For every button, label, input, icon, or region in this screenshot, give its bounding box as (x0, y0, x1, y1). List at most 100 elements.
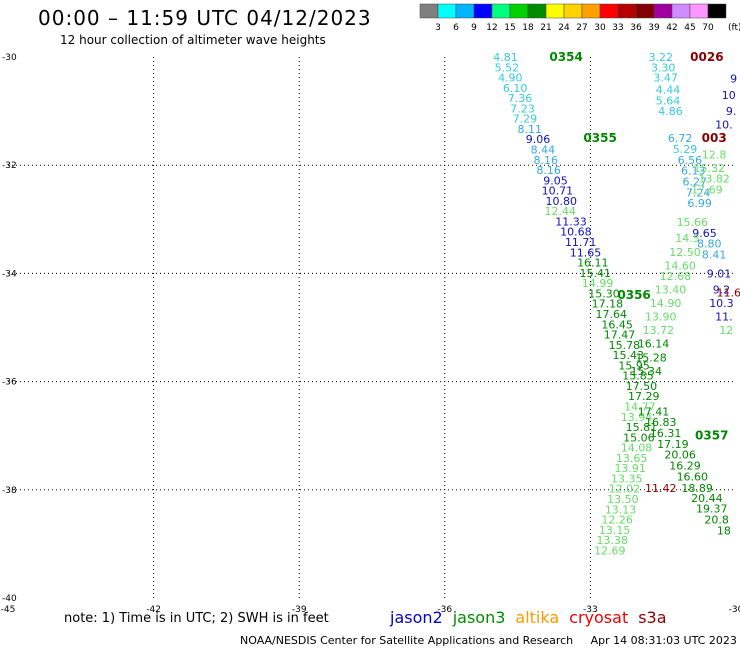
wave-height-value: 14.5 (675, 232, 700, 245)
wave-height-value: 8.16 (536, 164, 561, 177)
wave-height-value: 4.44 (656, 83, 681, 96)
wave-height-value: 4.81 (493, 51, 518, 64)
wave-height-value: 3.47 (653, 72, 678, 85)
wave-height-value: 17.64 (596, 308, 628, 321)
wave-height-value: 12.8 (702, 148, 727, 161)
wave-height-value: 16.29 (669, 459, 701, 472)
pass-time-label: 0354 (549, 50, 582, 64)
wave-height-value: 7.24 (686, 186, 711, 199)
wave-height-value: 13.13 (605, 503, 637, 516)
timestamp: Apr 14 08:31:03 UTC 2023 (590, 634, 737, 647)
wave-height-value: 3.22 (649, 51, 674, 64)
satellite-legend: jason2 jason3 altika cryosat s3a (390, 608, 677, 627)
wave-height-value: 9 (730, 73, 737, 86)
wave-height-value: 17.69 (691, 184, 723, 197)
wave-height-value: 17.18 (592, 298, 624, 311)
wave-height-value: 4.90 (498, 72, 523, 85)
wave-height-value: 16.45 (601, 318, 633, 331)
satellite-legend-jason3: jason3 (452, 608, 506, 627)
wave-height-value: 6.99 (687, 197, 712, 210)
wave-height-value: 13.91 (614, 462, 646, 475)
wave-height-value: 4.86 (658, 105, 683, 118)
wave-height-value: 11.42 (645, 482, 677, 495)
wave-height-value: 20.44 (691, 492, 723, 505)
colorbar-tick-label: 3 (435, 23, 441, 33)
wave-height-value: 12.02 (609, 483, 641, 496)
wave-height-value: 14.08 (621, 442, 653, 455)
wave-height-value: 17.47 (604, 329, 636, 342)
wave-height-value: 16.60 (677, 470, 709, 483)
colorbar-tick-label: 30 (594, 23, 606, 33)
wave-height-value: 9.65 (692, 227, 717, 240)
wave-height-value: 12 (719, 324, 733, 337)
wave-height-value: 15.30 (588, 287, 620, 300)
colorbar-tick-label: 12 (486, 23, 497, 33)
satellite-legend-cryosat: cryosat (569, 608, 629, 627)
wave-height-value: 17.41 (638, 405, 670, 418)
colorbar-tick-label: 27 (576, 23, 587, 33)
wave-height-value: 14.90 (650, 297, 682, 310)
wave-height-value: 15.32 (694, 162, 726, 175)
wave-height-value: 8.41 (702, 248, 727, 261)
page-title: 00:00 – 11:59 UTC 04/12/2023 (38, 6, 372, 30)
wave-height-value: 15.41 (580, 267, 612, 280)
wave-height-value: 13.90 (645, 311, 677, 324)
wave-height-value: 15.85 (622, 370, 654, 383)
wave-height-value: 13.65 (616, 452, 648, 465)
lat-tick-label: -32 (2, 161, 17, 171)
colorbar-unit: (ft) (728, 23, 740, 33)
wave-height-value: 13.40 (655, 284, 687, 297)
wave-height-value: 5.64 (656, 94, 681, 107)
lon-tick-label: -39 (292, 605, 307, 615)
colorbar-swatch (707, 3, 727, 19)
wave-height-value: 14.99 (582, 277, 614, 290)
colorbar-tick-label: 33 (612, 23, 623, 33)
wave-height-value: 14.60 (664, 259, 696, 272)
pass-time-label: 0356 (617, 288, 650, 302)
wave-height-value: 13.50 (607, 493, 639, 506)
wave-height-value: 13.35 (611, 472, 643, 485)
colorbar-tick-label: 42 (666, 23, 677, 33)
wave-height-value: 13.94 (621, 411, 653, 424)
wave-height-value: 8.11 (517, 123, 542, 136)
wave-height-value: 13.72 (643, 324, 675, 337)
lon-tick-label: -45 (1, 605, 16, 615)
wave-height-value: 16.31 (650, 427, 682, 440)
pass-time-label: 003 (702, 131, 727, 145)
colorbar-tick-label: 39 (648, 23, 660, 33)
wave-height-value: 13.38 (596, 534, 628, 547)
wave-height-value: 6.72 (668, 132, 693, 145)
wave-height-value: 12.69 (594, 544, 626, 557)
wave-height-value: 16.11 (577, 257, 609, 270)
satellite-legend-s3a: s3a (638, 608, 667, 627)
wave-height-value: 15.28 (635, 351, 667, 364)
wave-height-value: 15.78 (609, 339, 641, 352)
wave-height-value: 10.71 (542, 185, 574, 198)
colorbar-tick-label: 21 (540, 23, 551, 33)
wave-height-value: 12.50 (669, 246, 701, 259)
pass-time-label: 0357 (695, 429, 728, 443)
wave-height-value: 9.01 (707, 267, 732, 280)
wave-height-value: 6.13 (681, 165, 706, 178)
wave-height-value: 12.44 (545, 205, 577, 218)
wave-height-value: 10.68 (560, 226, 592, 239)
lat-tick-label: -40 (2, 594, 17, 604)
wave-height-value: 16.83 (645, 416, 677, 429)
wave-height-value: 15.66 (677, 216, 709, 229)
wave-height-value: 11.6 (716, 286, 740, 299)
footer-note: note: 1) Time is in UTC; 2) SWH is in fe… (64, 611, 329, 626)
wave-height-value: 6.10 (503, 82, 528, 95)
wave-height-value: 7.23 (510, 102, 535, 115)
wave-height-value: 11. (715, 311, 733, 324)
lon-tick-label: -42 (146, 605, 161, 615)
wave-height-value: 10.3 (709, 297, 734, 310)
wave-height-value: 17.19 (657, 438, 689, 451)
wave-height-value: 15.95 (618, 359, 650, 372)
lat-tick-label: -34 (2, 269, 17, 279)
wave-height-value: 8.44 (531, 144, 556, 157)
wave-height-value: 8.80 (697, 238, 722, 251)
wave-height-value: 9.06 (526, 133, 551, 146)
pass-time-label: 0026 (690, 50, 723, 64)
